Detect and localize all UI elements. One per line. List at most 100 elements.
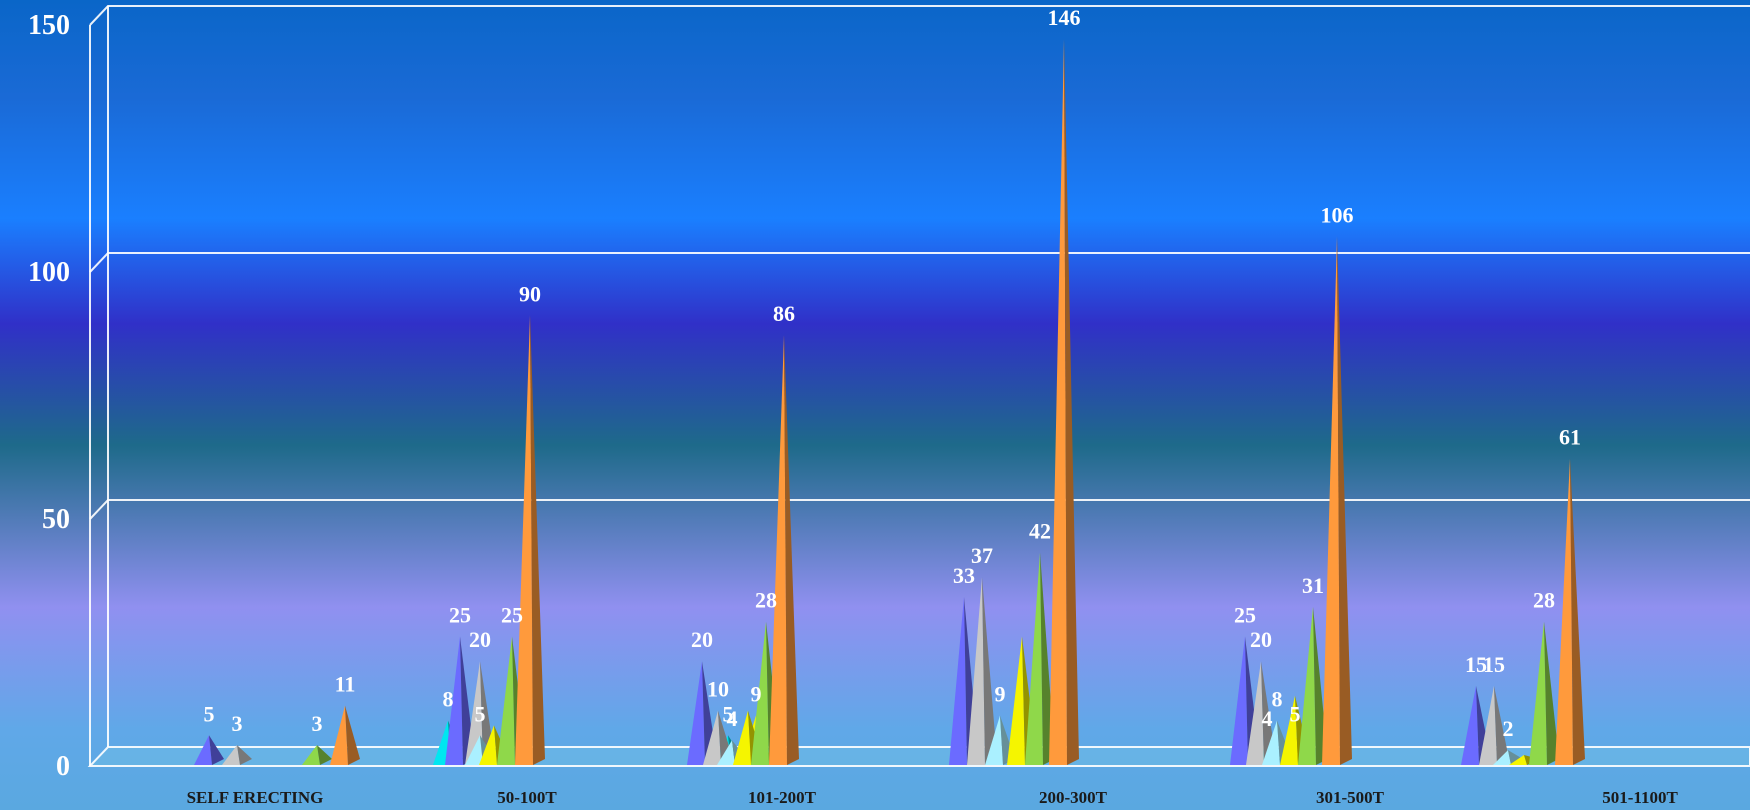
data-label: 10 <box>707 677 729 702</box>
bar-face <box>751 621 769 765</box>
y-tick-label: 100 <box>28 257 70 288</box>
data-label: 15 <box>1483 652 1505 677</box>
bar-face <box>1280 695 1298 765</box>
bar-face <box>1493 750 1511 765</box>
bar-face <box>1025 552 1043 765</box>
gridline <box>89 499 1750 520</box>
data-label: 31 <box>1302 573 1324 598</box>
bar-face <box>465 735 483 765</box>
data-label: 146 <box>1048 5 1081 30</box>
bar-200-300t-24 <box>1049 38 1079 765</box>
bar-face <box>949 596 967 765</box>
data-label: 2 <box>1503 716 1514 741</box>
bar-face <box>194 735 212 765</box>
bar-face <box>1461 685 1479 765</box>
bar-side <box>1494 685 1509 765</box>
x-tick-label: SELF ERECTING <box>187 788 324 807</box>
bar-side <box>237 745 252 765</box>
bar-face <box>330 705 348 765</box>
gridline <box>89 5 1750 26</box>
bar-face <box>1230 636 1248 765</box>
bar-face <box>1529 621 1547 765</box>
x-tick-label: 501-1100T <box>1602 788 1678 807</box>
bar-face <box>479 725 497 765</box>
bar-side <box>1544 621 1559 765</box>
bar-face <box>1509 755 1527 765</box>
data-label: 4 <box>1262 706 1273 731</box>
bar-face <box>733 710 751 765</box>
data-label: 5 <box>723 701 734 726</box>
bar-face <box>703 710 721 765</box>
data-label: 9 <box>995 682 1006 707</box>
data-label: 86 <box>773 301 795 326</box>
data-label: 5 <box>1290 701 1301 726</box>
bar-face <box>445 636 463 765</box>
bar-face <box>1007 636 1025 765</box>
data-label: 4 <box>727 706 738 731</box>
bar-self-erecting-2 <box>302 745 332 765</box>
bar-face <box>1479 685 1497 765</box>
y-tick-label: 50 <box>42 504 70 535</box>
data-label: 8 <box>1272 686 1283 711</box>
data-label: 3 <box>232 711 243 736</box>
y-axis-ticks: 0 50 100 150 <box>28 10 70 782</box>
bar-face <box>302 745 320 765</box>
x-tick-label: 50-100T <box>497 788 557 807</box>
data-label: 20 <box>469 627 491 652</box>
bar-face <box>967 577 985 765</box>
bar-301-500t-32 <box>1322 236 1352 766</box>
bar-501-1100t-35 <box>1493 750 1523 765</box>
bar-face <box>497 636 515 765</box>
data-label: 25 <box>501 603 523 628</box>
bar-face <box>717 740 735 765</box>
bar-501-1100t-37 <box>1529 621 1559 765</box>
x-tick-label: 301-500T <box>1316 788 1385 807</box>
data-label: 11 <box>335 672 356 697</box>
bar-side <box>1508 750 1523 765</box>
y-tick-label: 0 <box>56 751 70 782</box>
data-label: 20 <box>691 627 713 652</box>
bar-face <box>1322 236 1340 766</box>
bar-side <box>784 335 799 765</box>
bar-face <box>1555 458 1573 765</box>
data-label: 8 <box>443 686 454 711</box>
bar-side <box>1570 458 1585 765</box>
bar-50-100t-10 <box>515 315 545 765</box>
data-label: 37 <box>971 543 993 568</box>
y-tick-label: 150 <box>28 10 70 41</box>
bar-self-erecting-1 <box>222 745 252 765</box>
data-label: 61 <box>1559 425 1581 450</box>
bar-side <box>1337 236 1352 766</box>
gridline <box>89 252 1750 273</box>
bar-face <box>769 335 787 765</box>
data-label: 28 <box>1533 588 1555 613</box>
bars <box>194 38 1585 766</box>
bar-side <box>345 705 360 765</box>
bar-200-300t-20 <box>967 577 997 765</box>
bar-face <box>222 745 240 765</box>
data-label: 9 <box>751 682 762 707</box>
bar-self-erecting-0 <box>194 735 224 765</box>
bar-501-1100t-38 <box>1555 458 1585 765</box>
data-label: 3 <box>312 711 323 736</box>
bar-face <box>687 661 705 765</box>
data-label: 25 <box>449 603 471 628</box>
bar-face <box>515 315 533 765</box>
data-label: 5 <box>204 701 215 726</box>
data-label: 90 <box>519 281 541 306</box>
data-label: 106 <box>1321 202 1354 227</box>
bar-face <box>1262 720 1280 765</box>
data-label: 25 <box>1234 603 1256 628</box>
data-label: 15 <box>1465 652 1487 677</box>
data-label: 5 <box>475 701 486 726</box>
data-label: 33 <box>953 563 975 588</box>
data-label: 20 <box>1250 627 1272 652</box>
bar-face <box>985 715 1003 765</box>
bar-501-1100t-34 <box>1479 685 1509 765</box>
bar-side <box>1064 38 1079 765</box>
x-axis-ticks: SELF ERECTING 50-100T 101-200T 200-300T 301-… <box>187 788 1679 807</box>
data-label: 42 <box>1029 519 1051 544</box>
